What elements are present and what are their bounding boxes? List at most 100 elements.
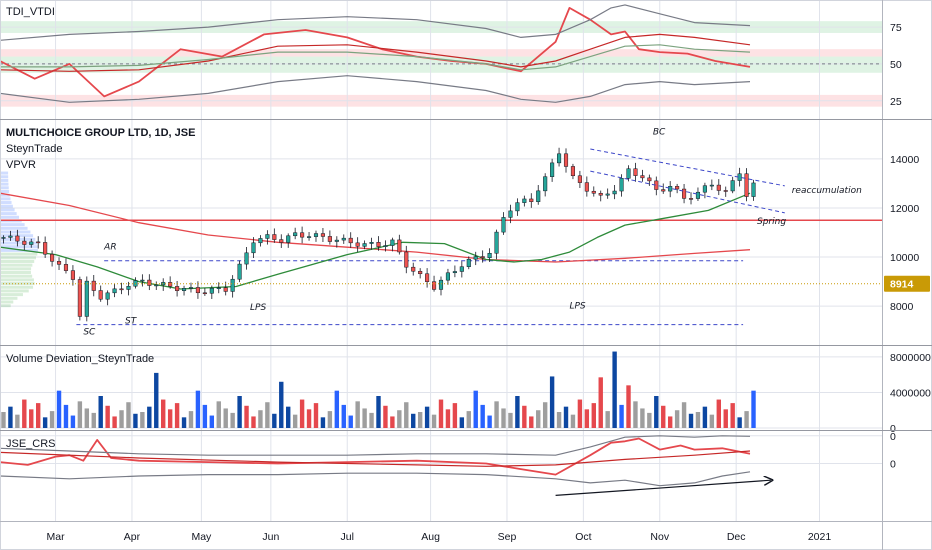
- volume-bar: [119, 410, 124, 428]
- candle-body: [77, 279, 82, 317]
- pane-title: JSE_CRS: [6, 438, 56, 450]
- time-tick-label: May: [191, 531, 212, 543]
- candle-body: [522, 198, 527, 203]
- volume-bar: [633, 401, 638, 428]
- volume-bar: [237, 396, 242, 428]
- volume-bar: [49, 411, 55, 428]
- candle-body: [487, 252, 492, 259]
- volume-bar: [286, 406, 291, 428]
- price-pane: 8000 10000 12000 14000 8914 AR ST SC LPS LPS BC rea…: [0, 120, 930, 345]
- volume-bar: [98, 396, 103, 428]
- volume-bar: [522, 405, 527, 428]
- wyckoff-annotation: LPS: [250, 303, 266, 313]
- tdi-band: [0, 49, 882, 57]
- candle-body: [598, 193, 603, 196]
- vpvr-bar: [0, 263, 33, 267]
- volume-bar: [112, 416, 117, 428]
- candle-body: [390, 239, 395, 246]
- vpvr-bar: [0, 271, 31, 275]
- volume-bar: [29, 409, 34, 428]
- candle-body: [50, 253, 55, 262]
- pane-title: TDI_VTDI: [6, 6, 55, 18]
- trend-channel-line[interactable]: [590, 170, 785, 214]
- time-tick-label: Apr: [124, 531, 141, 543]
- volume-bar: [702, 406, 708, 428]
- candle-body: [8, 235, 13, 238]
- candle-body: [320, 233, 325, 237]
- volume-bar: [612, 351, 617, 428]
- vpvr-bar: [0, 182, 9, 186]
- volume-bar: [161, 399, 166, 428]
- candle-body: [22, 240, 27, 245]
- candle-body: [723, 190, 728, 192]
- vpvr-bar: [0, 296, 18, 300]
- candle-body: [348, 237, 353, 244]
- trend-channel-line[interactable]: [590, 148, 785, 187]
- wyckoff-annotation: ST: [125, 316, 138, 326]
- candle-body: [56, 261, 62, 265]
- volume-bar: [299, 399, 305, 428]
- vpvr-bar: [0, 204, 13, 208]
- volume-bar: [445, 409, 451, 428]
- candle-body: [362, 243, 367, 247]
- tdi-series-line: [0, 75, 751, 103]
- volume-bar: [417, 412, 423, 428]
- candle-body: [626, 168, 631, 179]
- price-tick-label: 50: [890, 59, 902, 71]
- time-tick-label: 2021: [808, 531, 832, 543]
- volume-bar: [369, 412, 374, 428]
- candle-body: [376, 242, 381, 247]
- time-tick-label: Nov: [650, 531, 669, 543]
- volume-bar: [584, 409, 590, 428]
- volume-bar: [744, 411, 749, 428]
- volume-bar: [140, 412, 145, 428]
- tdi-series-line: [0, 44, 751, 71]
- volume-bar: [1, 412, 6, 428]
- volume-bar: [390, 416, 395, 428]
- candle-body: [98, 290, 103, 300]
- candle-body: [508, 210, 513, 218]
- vpvr-bar: [0, 234, 34, 238]
- candle-body: [84, 280, 89, 317]
- volume-bar: [209, 415, 215, 428]
- vpvr-bar: [0, 274, 33, 278]
- price-tick-label: 25: [890, 96, 902, 108]
- volume-bar: [126, 402, 131, 428]
- candle-body: [383, 245, 388, 247]
- vpvr-bar: [0, 256, 36, 260]
- time-tick-label: Sep: [498, 531, 517, 543]
- volume-bar: [133, 413, 138, 428]
- time-tick-label: Mar: [47, 531, 66, 543]
- wyckoff-annotation: reaccumulation: [792, 186, 862, 196]
- vpvr-bar: [0, 230, 31, 234]
- volume-bar: [154, 372, 159, 428]
- time-axis[interactable]: Mar Apr May Jun Jul Aug Sep Oct Nov Dec 2021: [47, 531, 832, 543]
- price-tick-label: 4000000: [890, 387, 931, 399]
- volume-bar: [320, 417, 326, 428]
- volume-bar: [35, 403, 41, 428]
- candle-body: [63, 264, 69, 271]
- candle-body: [452, 271, 457, 274]
- volume-bar: [77, 401, 83, 428]
- candle-body: [570, 166, 576, 177]
- candle-body: [293, 232, 298, 237]
- crs-series-line: [0, 437, 751, 476]
- candle-body: [397, 239, 402, 253]
- volume-bar: [737, 417, 742, 428]
- volume-bar: [570, 414, 576, 428]
- volume-bar: [8, 406, 13, 428]
- candle-body: [529, 198, 534, 202]
- candle-body: [612, 190, 617, 195]
- price-tick-label: 10000: [890, 252, 919, 264]
- volume-bar: [438, 399, 444, 428]
- candle-body: [202, 292, 207, 295]
- candle-body: [744, 173, 749, 197]
- vpvr-bar: [0, 171, 9, 175]
- volume-bar: [730, 403, 735, 428]
- candle-body: [709, 184, 714, 187]
- candle-body: [647, 177, 652, 182]
- volume-bar: [667, 416, 673, 428]
- volume-bar: [647, 412, 652, 428]
- candle-body: [237, 263, 242, 280]
